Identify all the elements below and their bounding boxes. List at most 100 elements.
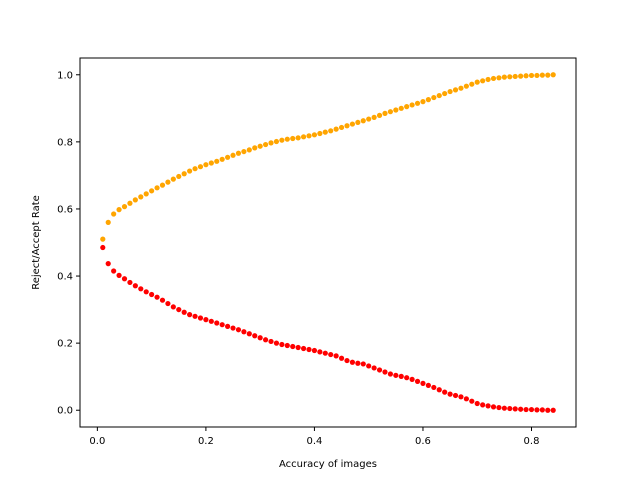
series-0-point-27 [246,147,252,153]
y-axis-label: Reject/Accept Rate [31,195,42,290]
series-1-point-81 [539,407,545,413]
series-0-point-10 [154,185,160,191]
series-1-point-35 [290,343,296,350]
series-1-point-63 [442,389,448,395]
series-1-point-80 [534,407,540,413]
series-1-point-10 [154,294,160,300]
series-0-point-19 [203,162,209,168]
series-1-point-58 [414,378,421,384]
series-0-point-9 [149,188,155,194]
series-0-point-4 [121,204,128,210]
series-1-point-39 [311,347,318,354]
series-0-point-17 [192,166,198,172]
series-0-point-77 [518,73,524,79]
series-1-point-71 [485,403,491,409]
series-0-point-49 [366,116,372,122]
series-1-point-50 [371,365,377,371]
series-1-point-45 [344,357,350,364]
series-0-point-65 [452,87,459,93]
series-0-point-42 [328,128,334,134]
series-0-point-7 [138,194,144,200]
series-1-point-9 [149,291,155,298]
series-1-point-40 [317,349,323,355]
series-1-point-70 [480,402,486,408]
series-1-point-12 [165,300,171,307]
series-1-point-48 [360,361,366,367]
series-0-point-32 [273,138,280,145]
y-tick-label: 0.4 [57,272,73,283]
series-0-point-56 [404,104,410,110]
series-1-point-49 [366,363,372,369]
series-0-point-13 [170,176,176,182]
series-1-point-82 [545,407,551,413]
x-tick-label: 0.8 [524,436,540,447]
series-1-point-79 [528,406,535,413]
series-1-point-0 [100,244,106,251]
series-1-point-72 [490,404,497,410]
series-1-point-43 [333,353,339,359]
series-0-point-81 [539,72,545,78]
series-1-point-29 [257,335,263,341]
series-0-point-33 [279,137,285,143]
series-0-point-14 [176,173,182,180]
series-1-point-4 [121,276,128,282]
series-0-point-67 [463,83,469,89]
series-0-point-53 [387,109,394,115]
series-0-point-2 [111,211,117,217]
series-0-point-18 [197,164,204,170]
series-1-point-78 [523,406,529,413]
series-1-point-15 [181,309,187,315]
series-1-point-25 [235,327,242,333]
series-1-point-68 [469,398,475,404]
series-1-point-31 [268,338,274,345]
series-0-point-43 [333,126,339,132]
series-0-point-16 [187,168,193,174]
series-0-point-62 [436,92,442,99]
series-0-point-48 [360,118,366,124]
series-1-point-30 [262,337,269,343]
series-1-point-14 [176,306,182,313]
series-1-point-65 [452,392,459,399]
series-0-point-61 [431,94,437,101]
series-0-point-45 [344,123,350,129]
series-1-point-83 [550,407,556,413]
series-0-point-74 [501,74,507,80]
series-0-point-22 [219,156,225,162]
series-1-point-18 [197,315,204,321]
series-1-point-13 [170,304,176,310]
series-1-point-61 [431,384,437,391]
series-0-point-5 [127,200,133,206]
series-1-point-52 [382,369,388,375]
series-1-point-73 [496,404,502,411]
x-axis-label: Accuracy of images [279,459,377,470]
series-1-point-8 [143,289,149,295]
series-1-point-62 [436,387,442,393]
series-0-point-11 [159,182,166,188]
series-1-point-69 [474,400,480,407]
series-1-point-36 [295,344,301,351]
y-tick-label: 0.2 [57,339,73,350]
series-0-point-57 [409,102,415,108]
series-1-point-21 [214,320,220,326]
series-1-point-74 [501,405,507,411]
series-1-point-2 [111,268,117,274]
series-0-point-31 [268,140,274,146]
series-0-point-59 [420,99,426,105]
series-1-point-11 [159,297,166,303]
series-0-point-28 [252,145,258,151]
series-0-point-50 [371,114,377,120]
series-0-point-73 [496,75,502,81]
series-0-point-54 [393,107,399,113]
series-0-point-39 [311,132,318,138]
series-1-point-22 [219,322,225,328]
series-1-point-56 [404,375,410,381]
series-0-point-55 [398,105,404,111]
plot-frame [79,57,577,428]
series-1-point-55 [398,373,404,379]
y-tick-label: 0.8 [57,137,73,148]
series-1-point-26 [241,329,247,335]
series-1-point-5 [127,279,133,286]
series-1-point-17 [192,313,198,319]
series-1-point-6 [132,283,138,289]
